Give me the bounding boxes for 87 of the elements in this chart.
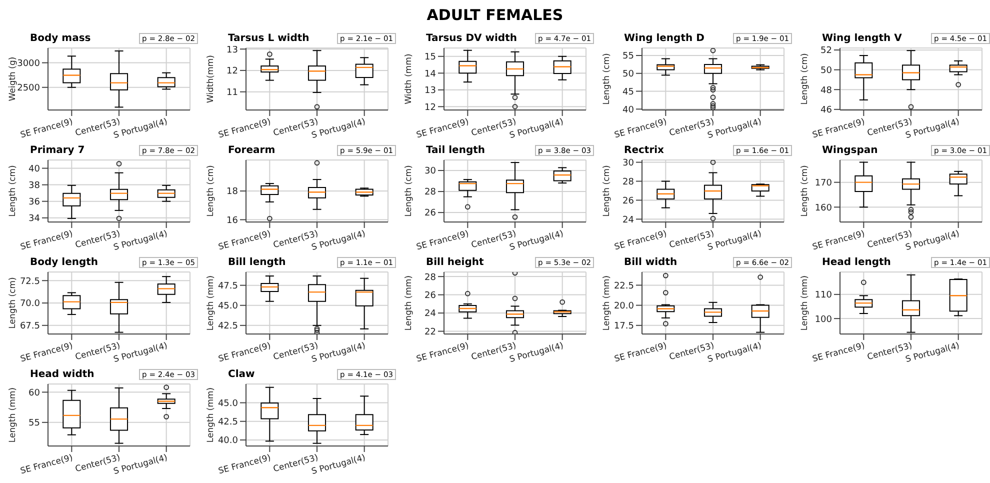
y-tick-label: 40 <box>28 164 40 174</box>
y-tick-label: 13 <box>226 45 238 56</box>
y-tick-label: 55 <box>28 418 40 429</box>
y-tick-label: 45.0 <box>218 302 238 312</box>
y-tick-label: 18 <box>226 187 238 198</box>
text: ADULT FEMALES <box>426 6 564 24</box>
y-tick-label: 36 <box>28 198 40 208</box>
y-tick-label: 45.0 <box>218 398 238 409</box>
y-tick-label: 17.5 <box>614 322 634 332</box>
y-tick-label: 28 <box>424 272 436 283</box>
y-tick-label: 12 <box>226 66 238 77</box>
y-tick-label: 72.5 <box>20 276 40 287</box>
y-tick-label: 20.0 <box>614 301 634 312</box>
y-axis-title: Length (mm) <box>8 387 18 443</box>
y-tick-label: 30 <box>424 166 436 177</box>
chart-title: Rectrix <box>624 144 664 156</box>
y-tick-label: 42.5 <box>218 322 238 332</box>
y-tick-label: 40.0 <box>218 436 238 446</box>
y-axis-title: Width(mm) <box>206 55 216 103</box>
y-tick-label: 12 <box>424 102 436 113</box>
y-axis-title: Length (mm) <box>206 387 216 443</box>
y-tick-label: 13 <box>424 86 436 96</box>
chart-title: Wingspan <box>822 144 878 156</box>
y-tick-label: 46 <box>820 106 832 116</box>
chart-title: Wing length V <box>822 32 902 44</box>
chart-title: Body length <box>30 256 98 268</box>
chart-title: Forearm <box>228 144 276 156</box>
y-tick-label: 50 <box>622 70 634 80</box>
y-tick-label: 110 <box>814 290 832 301</box>
y-tick-label: 47.5 <box>218 282 238 292</box>
y-tick-label: 170 <box>814 178 832 189</box>
y-tick-label: 28 <box>622 177 634 188</box>
y-axis-title: Length (mm) <box>800 275 810 331</box>
y-tick-label: 34 <box>28 214 40 224</box>
y-tick-label: 15 <box>424 52 436 63</box>
y-tick-label: 26 <box>622 196 634 206</box>
y-axis-title: Width (mm) <box>404 54 414 104</box>
y-tick-label: 11 <box>226 88 238 98</box>
y-tick-label: 40 <box>622 105 634 116</box>
y-tick-label: 70.0 <box>20 299 40 310</box>
y-tick-label: 50 <box>820 66 832 76</box>
y-axis-title: Length (cm) <box>800 165 810 217</box>
y-axis-title: Weigth (g) <box>8 56 18 102</box>
chart-title: Tarsus L width <box>228 32 310 44</box>
chart-title: Tarsus DV width <box>426 32 517 44</box>
y-axis-title: Length (cm) <box>404 165 414 217</box>
y-axis-title: Length (cm) <box>8 277 18 329</box>
y-tick-label: 30 <box>622 158 634 168</box>
y-tick-label: 24 <box>424 309 436 320</box>
chart-title: Tail length <box>426 144 486 156</box>
chart-title: Bill width <box>624 256 678 268</box>
y-tick-label: 26 <box>424 208 436 219</box>
y-axis-title: Length (cm) <box>602 165 612 217</box>
y-axis-title: Length (cm) <box>800 53 810 105</box>
chart-title: Head length <box>822 256 891 268</box>
y-axis-title: Length (cm) <box>206 165 216 217</box>
chart-title: Bill length <box>228 256 286 268</box>
y-tick-label: 22.5 <box>614 281 634 292</box>
chart-title: Head width <box>30 368 94 380</box>
chart-title: Claw <box>228 368 255 380</box>
y-axis-title: Length (mm) <box>602 275 612 331</box>
y-axis-title: Length (mm) <box>404 275 414 331</box>
y-tick-label: 42.5 <box>218 418 238 428</box>
y-tick-label: 22 <box>424 327 436 338</box>
chart-title: Primary 7 <box>30 144 85 156</box>
chart-title: Body mass <box>30 32 91 44</box>
y-tick-label: 45 <box>622 87 634 98</box>
y-tick-label: 48 <box>820 86 832 96</box>
y-tick-label: 3000 <box>17 58 40 69</box>
y-tick-label: 52 <box>820 46 832 56</box>
y-tick-label: 24 <box>622 215 634 226</box>
y-tick-label: 14 <box>424 69 436 80</box>
chart-title: Wing length D <box>624 32 704 44</box>
y-tick-label: 2500 <box>17 84 40 94</box>
y-axis-title: Length (mm) <box>206 275 216 331</box>
y-tick-label: 55 <box>622 52 634 62</box>
y-tick-label: 16 <box>226 216 238 226</box>
y-axis-title: Length (cm) <box>8 165 18 217</box>
y-tick-label: 160 <box>814 203 832 214</box>
y-tick-label: 100 <box>814 314 832 325</box>
y-tick-label: 28 <box>424 188 436 198</box>
chart-title: Bill height <box>426 256 484 268</box>
y-tick-label: 26 <box>424 290 436 301</box>
y-tick-label: 38 <box>28 180 40 191</box>
y-tick-label: 60 <box>28 388 40 398</box>
y-tick-label: 67.5 <box>20 322 40 332</box>
y-axis-title: Length (cm) <box>602 53 612 105</box>
